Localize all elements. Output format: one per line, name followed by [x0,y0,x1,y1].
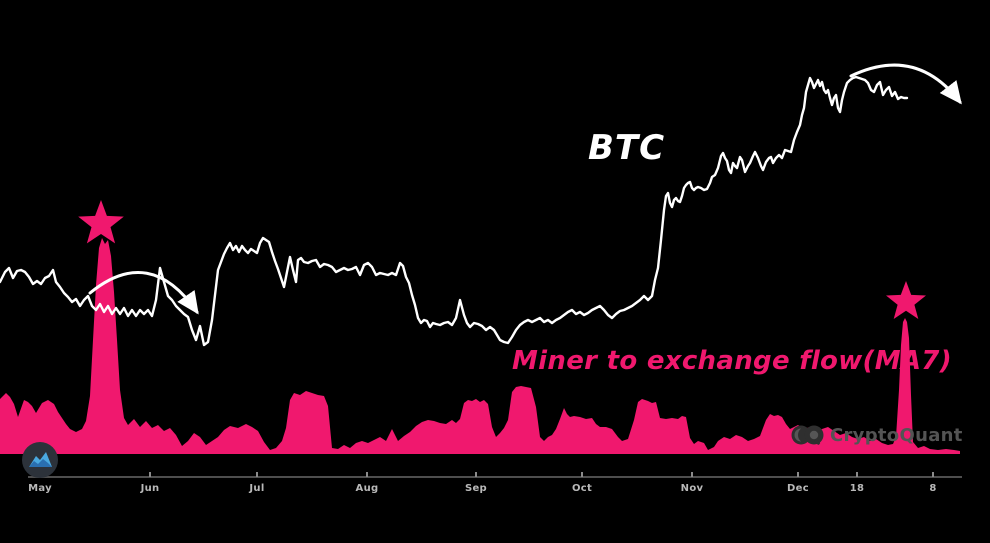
miner-flow-series-label: Miner to exchange flow(MA7) [512,346,952,376]
x-axis-tick-label: Dec [787,483,809,494]
miner-flow-area [0,238,960,454]
x-axis-tick-label: Nov [680,483,704,494]
x-axis-tick-label: 8 [929,483,937,494]
btc-price-line [0,75,909,347]
btc-series-label: BTC [588,128,666,168]
star-marker-icon [78,200,124,244]
cryptoquant-watermark: CryptoQuant [791,423,963,447]
x-axis-tick-label: Jul [249,483,265,494]
cryptoquant-logo-icon [791,425,824,445]
x-axis-tick-label: Sep [464,483,488,494]
x-axis-tick-label: Jun [140,483,160,494]
mountain-chart-icon [22,442,58,478]
x-axis-tick-label: Oct [571,483,593,494]
trend-arrow-icon [88,270,199,315]
chart-app-badge [21,441,59,479]
x-axis-tick-label: Aug [355,483,379,494]
star-marker-icon [886,281,926,319]
trend-arrow-icon [849,63,962,105]
cryptoquant-brand-text: CryptoQuant [830,424,963,446]
x-axis-tick-label: May [28,483,52,494]
x-axis-tick-label: 18 [849,483,865,494]
